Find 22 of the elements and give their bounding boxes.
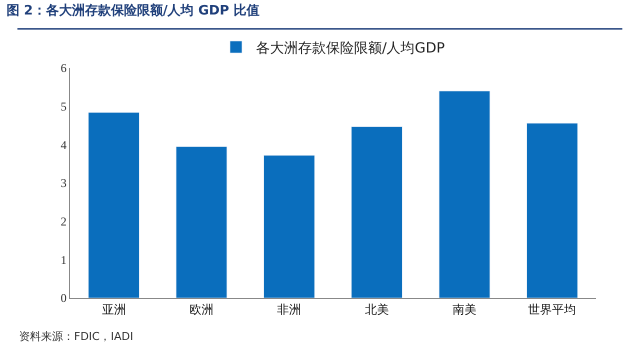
bar <box>438 90 490 298</box>
legend-label: 各大洲存款保险限额/人均GDP <box>256 40 445 56</box>
bar <box>88 112 140 298</box>
x-tick-label: 世界平均 <box>528 302 576 316</box>
x-tick-label: 非洲 <box>277 302 302 316</box>
x-tick-label: 亚洲 <box>102 302 126 316</box>
bar <box>526 122 578 298</box>
chart-title: 图 2：各大洲存款保险限额/人均 GDP 比值 <box>6 2 260 18</box>
x-tick-label: 南美 <box>452 302 476 316</box>
bar <box>263 155 315 298</box>
bar <box>351 126 403 298</box>
y-tick-label: 2 <box>60 214 67 229</box>
x-tick-label: 欧洲 <box>190 302 214 316</box>
y-tick-label: 3 <box>60 176 67 190</box>
y-tick-label: 0 <box>60 291 67 306</box>
y-tick-label: 5 <box>60 100 67 114</box>
y-tick-label: 1 <box>60 252 67 267</box>
x-tick-label: 北美 <box>364 302 389 316</box>
bar <box>176 146 228 298</box>
text: 资料来源：FDIC，IADI <box>19 330 134 343</box>
y-tick-label: 4 <box>60 138 67 152</box>
y-tick-label: 6 <box>60 61 67 76</box>
